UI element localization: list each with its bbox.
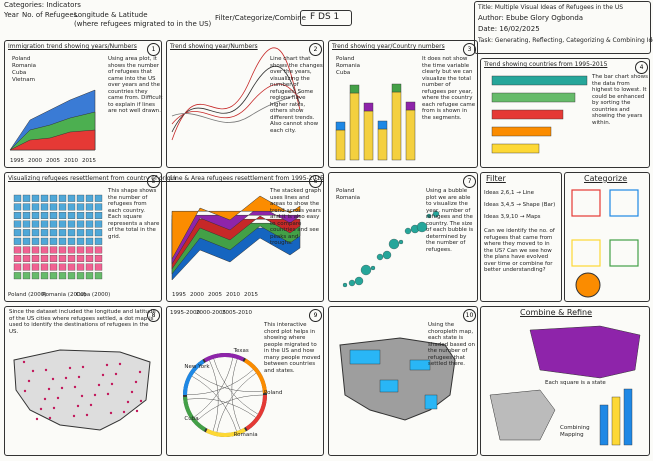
- sketch-sheet: Categories: IndicatorsYearNo. of Refugee…: [0, 0, 653, 461]
- panel-note: Since the dataset included the longitude…: [9, 309, 157, 335]
- header-text: Categories: Indicators: [4, 1, 81, 10]
- x-tick-label: 2000: [190, 292, 204, 299]
- sheet-label: F DS 1: [310, 13, 339, 22]
- filter-line: Ideas 3,4,5 → Shape (Bar): [484, 202, 555, 209]
- panel-note: This shape shows the number of refugees …: [108, 188, 160, 240]
- panel-note: This interactive chord plot helps in sho…: [264, 322, 322, 374]
- chord-label: Romania: [234, 432, 258, 439]
- title-box: [474, 1, 651, 54]
- legend-entry: Vietnam: [12, 77, 35, 84]
- filter-line: Ideas 3,9,10 → Maps: [484, 214, 541, 221]
- filter-line: Ideas 2,6,1 → Line: [484, 190, 534, 197]
- panel-number: 2: [309, 43, 322, 56]
- chord-label: Poland: [264, 390, 282, 397]
- header-text: Year: [4, 11, 19, 20]
- header-text: (where refugees migrated to in the US): [74, 20, 211, 29]
- legend-entry: Poland: [12, 56, 30, 63]
- combine-title: Combine & Refine: [520, 310, 592, 317]
- filter-question: Can we identify the no. of refugees that…: [484, 228, 560, 274]
- panel-number: 1: [147, 43, 160, 56]
- panel-note: It does not show the time variable clear…: [422, 56, 476, 121]
- x-tick-label: 2005: [46, 158, 60, 165]
- chord-label: Texas: [234, 348, 249, 355]
- x-tick-label: 2010: [64, 158, 78, 165]
- x-tick-label: 2015: [82, 158, 96, 165]
- panel-title: Trend showing year/Country numbers: [332, 44, 445, 51]
- combine-note: Each square is a state: [545, 380, 606, 387]
- legend-entry: Cuba: [12, 70, 26, 77]
- panel-number: 7: [463, 175, 476, 188]
- panel-title: Line & Area refugees resettlement from 1…: [170, 176, 324, 183]
- header-text: Longitude & Latitude: [74, 11, 148, 20]
- legend-entry: Poland: [336, 188, 354, 195]
- panel-title: Trend showing countries from 1995-2015: [484, 62, 607, 69]
- legend-entry: Romania: [12, 63, 36, 70]
- x-tick-label: 1995: [10, 158, 24, 165]
- header-text: Filter/Categorize/Combine: [215, 14, 306, 23]
- legend-entry: Romania: [336, 63, 360, 70]
- panel-number: 4: [635, 61, 648, 74]
- x-tick-label: 2005: [208, 292, 222, 299]
- legend-entry: Poland: [336, 56, 354, 63]
- x-tick-label: 2015: [244, 292, 258, 299]
- categorize-title: Categorize: [584, 176, 627, 183]
- x-tick-label: 2010: [226, 292, 240, 299]
- categorize-box: [564, 172, 650, 302]
- legend-entry: 2005-2010: [222, 310, 252, 317]
- panel-note: Line chart that shows the changes over t…: [270, 56, 324, 134]
- panel-number: 9: [309, 309, 322, 322]
- panel-note: Using the choropleth map, each state is …: [428, 322, 476, 368]
- panel-title: Visualizing refugees resettlement from c…: [8, 176, 176, 183]
- panel-note: The bar chart shows the data from highes…: [592, 74, 648, 126]
- header-text: No. of Refugees: [22, 11, 77, 20]
- panel-number: 3: [463, 43, 476, 56]
- panel-note: Using a bubble plot we are able to visua…: [426, 188, 476, 253]
- legend-entry: Poland (2000): [8, 292, 46, 299]
- chord-label: New York: [184, 364, 209, 371]
- panel-note: The stacked graph uses lines and areas t…: [270, 188, 322, 247]
- legend-entry: Cuba: [336, 70, 350, 77]
- panel-number: 10: [463, 309, 476, 322]
- panel-note: Using area plot, it shows the number of …: [108, 56, 164, 115]
- legend-entry: Cuba (2000): [76, 292, 110, 299]
- combine-caption: Combining Mapping: [560, 425, 588, 438]
- panel-title: Trend showing year/Numbers: [170, 44, 258, 51]
- legend-entry: Romania: [336, 195, 360, 202]
- x-tick-label: 1995: [172, 292, 186, 299]
- panel-title: Immigration trend showing years/Numbers: [8, 44, 137, 51]
- filter-title: Filter: [486, 176, 506, 183]
- x-tick-label: 2000: [28, 158, 42, 165]
- chord-label: Cuba: [184, 416, 198, 423]
